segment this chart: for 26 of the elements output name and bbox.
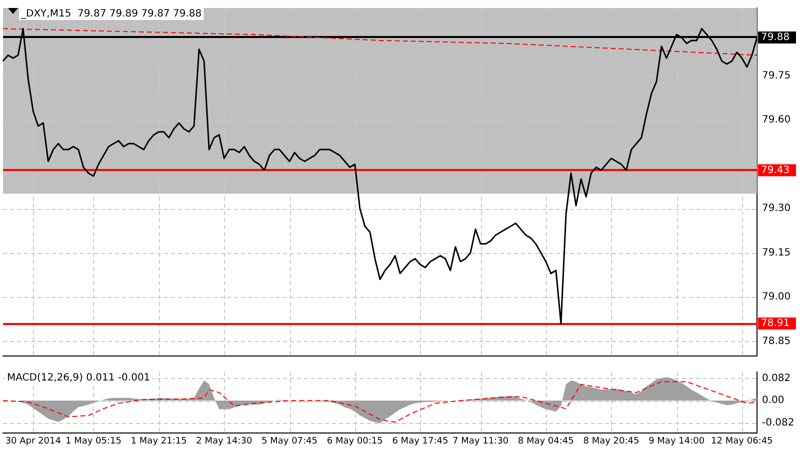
y-tick-label: 0.00 <box>762 395 784 406</box>
x-tick-label: 30 Apr 2014 <box>5 436 62 447</box>
y-tick-label: 79.00 <box>762 292 791 303</box>
ref-line-label: 78.91 <box>761 318 790 330</box>
x-tick-label: 7 May 11:30 <box>452 436 509 447</box>
x-tick-label: 5 May 07:45 <box>262 436 318 447</box>
x-tick-label: 2 May 14:30 <box>196 436 252 447</box>
x-tick-label: 6 May 00:15 <box>326 436 383 447</box>
x-tick-label: 1 May 21:15 <box>130 436 187 447</box>
y-tick-label: -0.082 <box>762 417 794 428</box>
x-tick-label: 9 May 14:00 <box>648 436 705 447</box>
chart-title: MACD(12,26,9) 0.011 -0.001 <box>7 372 150 384</box>
y-tick-label: 78.85 <box>762 336 791 347</box>
x-tick-label: 8 May 20:45 <box>583 436 640 447</box>
ref-line-label: 79.88 <box>761 32 790 44</box>
chart-title: _DXY,M15 79.87 79.89 79.87 79.88 <box>20 8 202 20</box>
y-tick-label: 79.15 <box>762 247 791 258</box>
y-tick-label: 79.30 <box>762 203 791 214</box>
y-tick-label: 79.75 <box>762 70 791 82</box>
x-tick-label: 6 May 17:45 <box>392 436 448 447</box>
y-tick-label: 79.60 <box>762 114 791 126</box>
ref-line-label: 79.43 <box>761 164 790 176</box>
x-tick-label: 8 May 04:45 <box>518 436 574 447</box>
x-tick-label: 1 May 05:15 <box>65 436 122 447</box>
x-tick-label: 12 May 06:45 <box>711 436 773 447</box>
y-tick-label: 0.082 <box>762 373 791 384</box>
